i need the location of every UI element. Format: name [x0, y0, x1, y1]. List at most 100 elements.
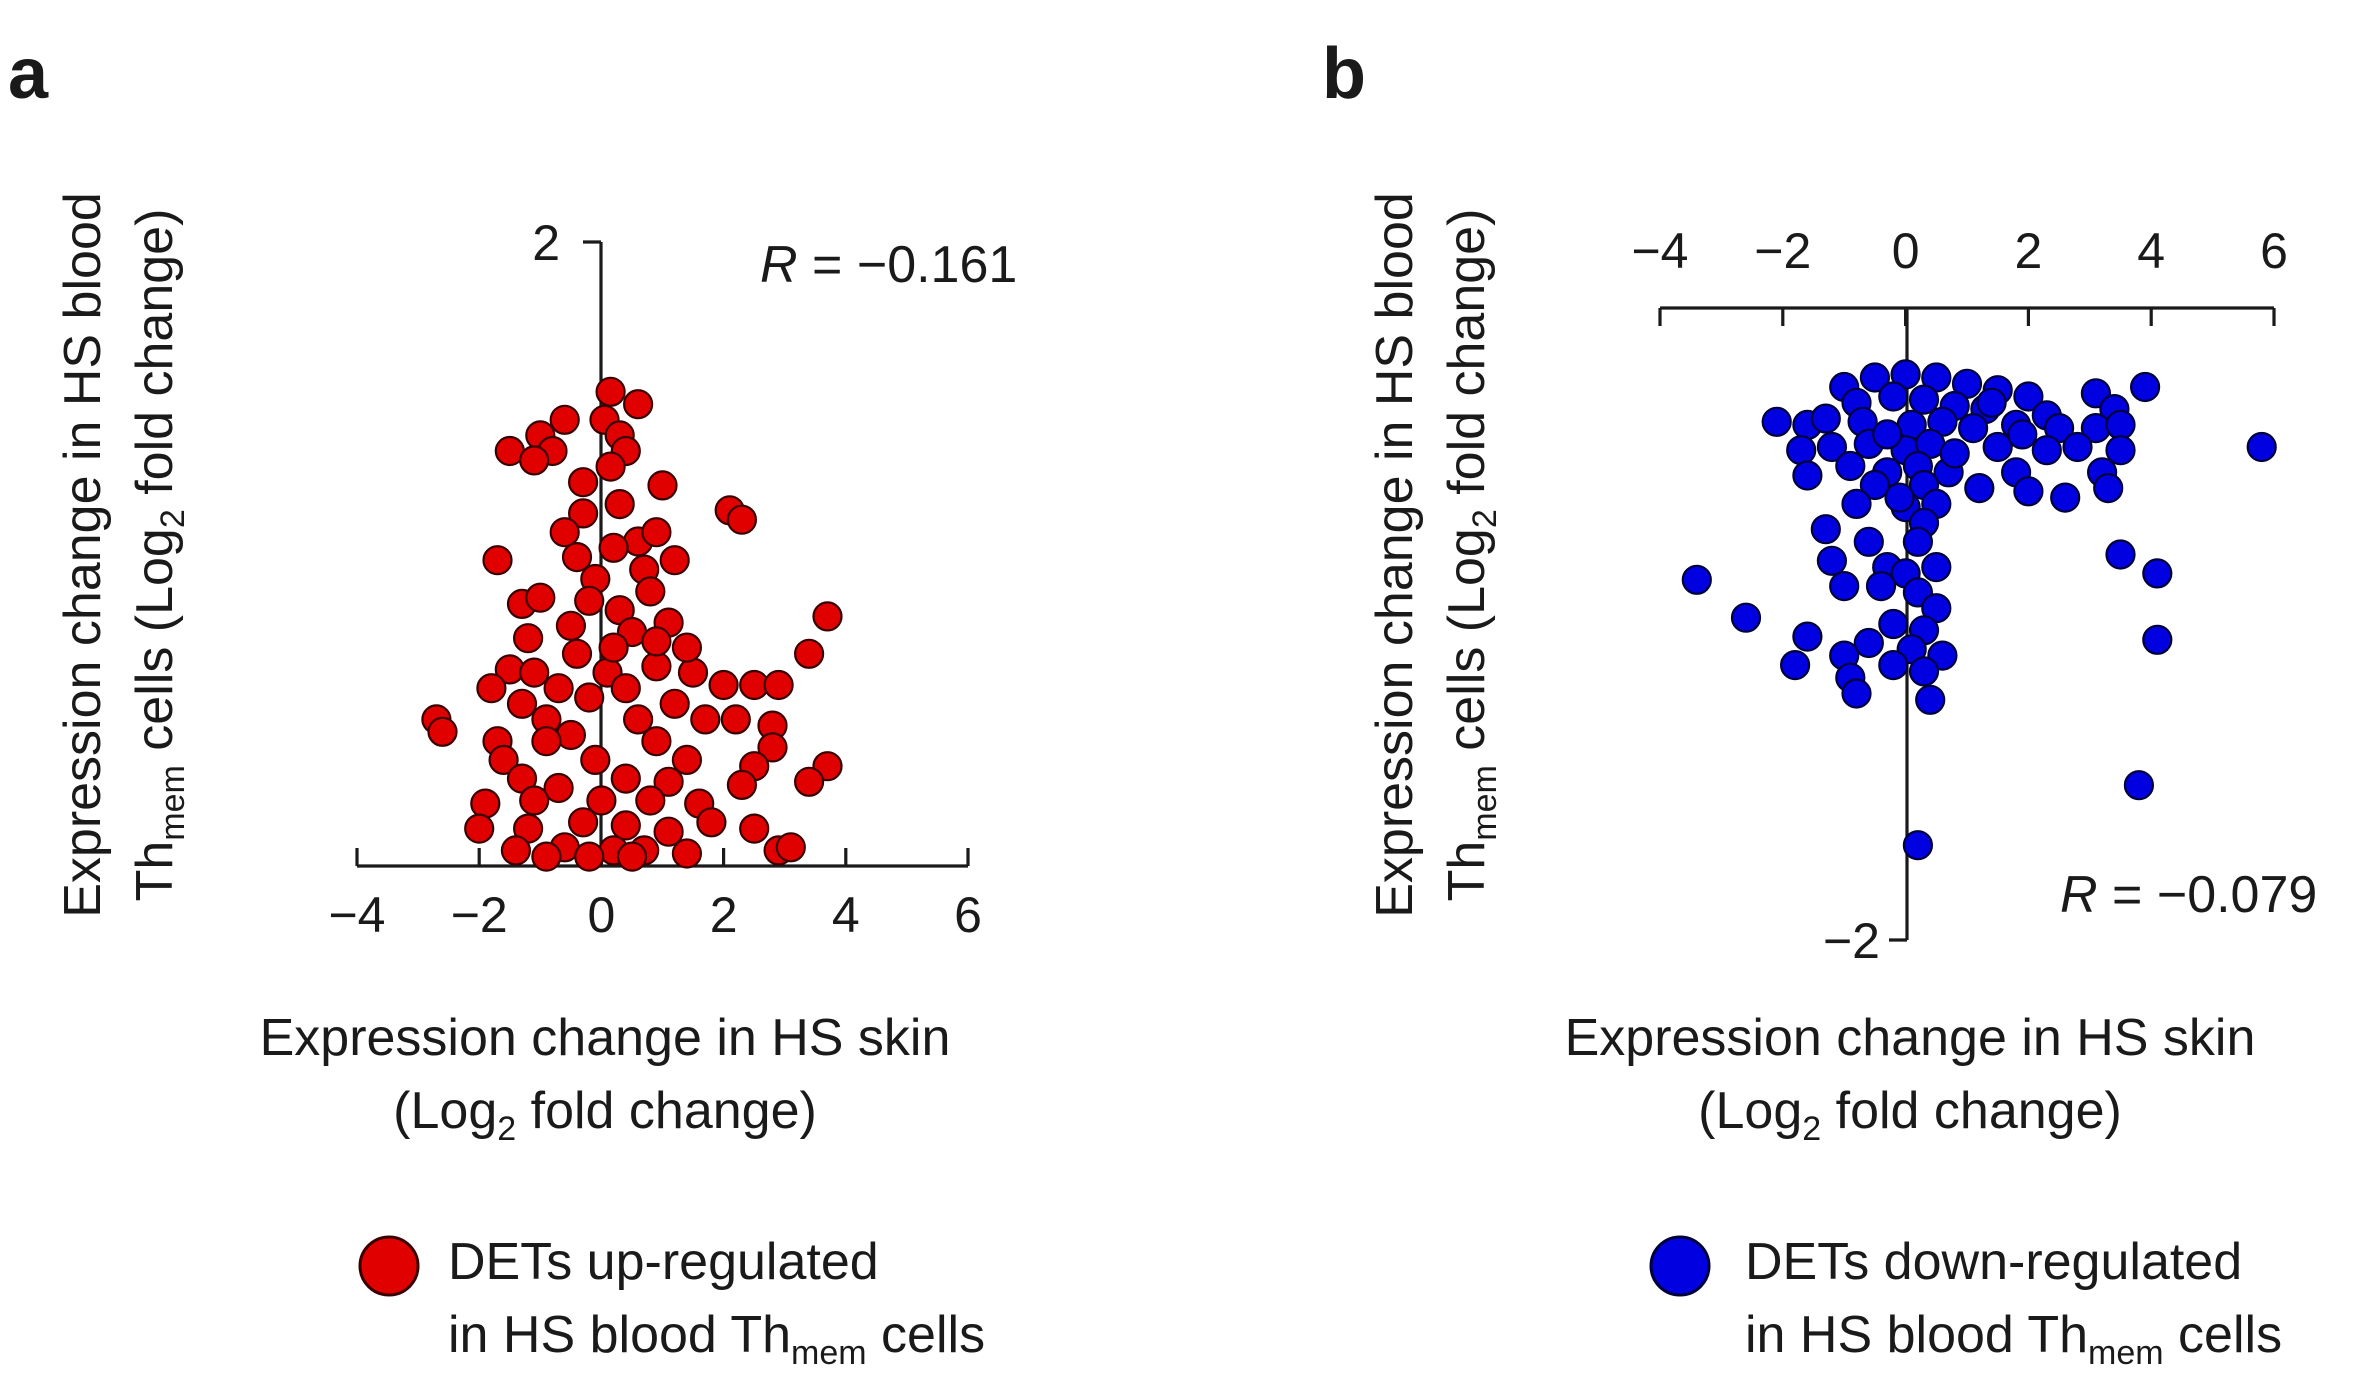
panel-b-legend-line2: in HS blood Thmem cells: [1745, 1306, 2282, 1372]
panel-a-data-point: [506, 688, 538, 719]
panel-a-data-point: [531, 841, 562, 872]
panel-a-data-point: [543, 772, 574, 804]
panel-a-legend-marker: [358, 1235, 420, 1297]
panel-a-data-point: [598, 532, 629, 563]
panel-a-data-point: [574, 841, 605, 872]
panel-a-data-point: [653, 816, 684, 847]
panel-a-data-point: [622, 704, 654, 735]
panel-b-data-point: [2130, 371, 2161, 403]
panel-a-data-point: [567, 467, 599, 498]
panel-b-x-title-line1: Expression change in HS skin: [1565, 1009, 2256, 1067]
panel-a-data-point: [488, 744, 519, 776]
panel-b-data-point: [1908, 656, 1940, 687]
panel-b-data-point: [1779, 649, 1811, 681]
panel-a-data-point: [757, 732, 788, 763]
panel-b-data-point: [1915, 684, 1946, 715]
panel-b-data-point: [1792, 460, 1823, 491]
panel-a-x-title-line2: (Log2 fold change): [393, 1082, 817, 1148]
panel-a-data-point: [595, 376, 626, 407]
panel-b-x-ticks: −4 −2 0 2 4 6: [1631, 223, 2288, 326]
panel-b-data-point: [2013, 476, 2044, 507]
panel-a-data-point: [580, 744, 611, 776]
panel-b-data-point: [1872, 419, 1903, 450]
panel-b-data-point: [1982, 431, 2013, 463]
panel-a-data-point: [726, 504, 758, 535]
panel-b-data-point: [2142, 558, 2173, 589]
panel-b-data-point: [1878, 608, 1909, 640]
panel-a-data-point: [671, 632, 703, 663]
panel-a-data-point: [690, 704, 721, 735]
panel-a-data-point: [500, 835, 532, 866]
panel-a-data-point: [561, 541, 593, 573]
panel-b-points: [1681, 359, 2277, 861]
panel-b-x-tick-label: −2: [1754, 223, 1811, 279]
panel-a-data-point: [610, 673, 641, 704]
panel-a-data-point: [604, 489, 635, 520]
panel-a-data-point: [598, 632, 629, 663]
panel-a-data-point: [549, 517, 580, 548]
panel-b-data-point: [1792, 621, 1823, 652]
panel-a-y-axis-title: Expression change in HS blood Thmem cell…: [54, 192, 192, 918]
panel-a-data-point: [470, 788, 501, 819]
panel-b-data-point: [1865, 570, 1897, 602]
panel-a-data-point: [555, 719, 587, 751]
panel-a-x-tick-label: 6: [954, 887, 982, 943]
panel-b-data-point: [1878, 649, 1909, 681]
panel-b-x-tick-label: 0: [1892, 223, 1920, 279]
panel-b-data-point: [1816, 431, 1848, 463]
panel-a-data-point: [641, 517, 672, 548]
panel-b-data-point: [1786, 435, 1817, 466]
panel-a-data-point: [567, 498, 599, 529]
panel-a-x-tick-label: 4: [832, 887, 860, 943]
panel-b-r-label: R = −0.079: [2060, 866, 2317, 924]
panel-b-x-tick-label: 6: [2260, 223, 2288, 279]
panel-b-data-point: [1921, 551, 1952, 583]
panel-b-data-point: [2105, 539, 2136, 570]
panel-b-data-point: [1976, 387, 2007, 418]
panel-a-data-point: [555, 610, 587, 641]
panel-a-data-point: [696, 807, 727, 838]
panel-b-y-title-line1: Expression change in HS blood: [1366, 192, 1424, 918]
panel-b-x-tick-label: −4: [1631, 223, 1688, 279]
panel-a-data-point: [812, 601, 843, 632]
panel-a-data-point: [659, 545, 690, 576]
panel-b-data-point: [2050, 482, 2081, 513]
panel-a-data-point: [476, 673, 507, 704]
panel-a-r-label: R = −0.161: [760, 236, 1017, 294]
panel-a-y-tick-label: 2: [532, 215, 560, 271]
panel-a-data-point: [793, 638, 825, 669]
panel-a-data-point: [519, 445, 550, 476]
panel-b-data-point: [2031, 435, 2062, 466]
panel-a-data-point: [671, 744, 703, 776]
panel-b-data-point: [1730, 602, 1762, 633]
panel-b-letter: b: [1322, 34, 1366, 114]
panel-a-data-point: [574, 682, 605, 713]
panel-b-data-point: [1939, 438, 1970, 469]
panel-a-data-point: [739, 813, 770, 844]
panel-a-data-point: [482, 545, 513, 576]
panel-a-data-point: [641, 726, 672, 757]
panel-a-data-point: [586, 785, 617, 816]
panel-b-data-point: [1957, 413, 1989, 444]
panel-a-data-point: [671, 838, 703, 869]
panel-b-data-point: [1810, 514, 1841, 545]
panel-a-data-point: [708, 669, 739, 701]
panel-b-data-point: [1853, 526, 1884, 557]
panel-b-x-tick-label: 4: [2137, 223, 2165, 279]
panel-b-data-point: [2105, 409, 2136, 440]
panel-b-y-title-line2: Thmem cells (Log2 fold change): [1438, 209, 1504, 902]
panel-a-data-point: [549, 404, 580, 435]
panel-a-data-point: [512, 623, 544, 654]
panel-a-y-title-line2: Thmem cells (Log2 fold change): [126, 209, 192, 902]
panel-b-data-point: [2093, 473, 2124, 504]
panel-a-x-title-line1: Expression change in HS skin: [260, 1009, 951, 1067]
panel-a-data-point: [519, 657, 550, 688]
panel-a-data-point: [519, 785, 550, 816]
panel-a-data-point: [635, 785, 666, 816]
panel-a-legend-line2: in HS blood Thmem cells: [448, 1306, 985, 1372]
panel-a-data-point: [653, 766, 684, 797]
panel-a-data-point: [677, 657, 709, 688]
panel-a-y-title-line1: Expression change in HS blood: [54, 192, 112, 918]
panel-b: b Expression change in HS blood Thmem ce…: [1322, 34, 2317, 1372]
panel-b-legend-marker: [1649, 1235, 1711, 1297]
